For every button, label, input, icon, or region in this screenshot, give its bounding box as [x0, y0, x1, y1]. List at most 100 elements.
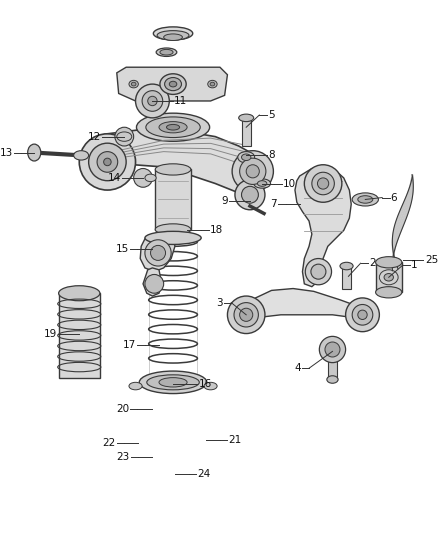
Circle shape: [142, 91, 163, 111]
Ellipse shape: [166, 124, 180, 130]
Ellipse shape: [129, 382, 142, 390]
Circle shape: [346, 298, 379, 332]
Text: 1: 1: [411, 260, 418, 270]
Text: 2: 2: [369, 258, 376, 268]
Text: 14: 14: [108, 173, 121, 183]
Ellipse shape: [239, 114, 254, 122]
Text: 12: 12: [88, 132, 101, 142]
Circle shape: [305, 259, 332, 285]
Ellipse shape: [376, 257, 402, 268]
Text: 15: 15: [116, 244, 129, 254]
Ellipse shape: [137, 113, 210, 141]
Ellipse shape: [340, 262, 353, 270]
Ellipse shape: [352, 193, 378, 206]
Ellipse shape: [165, 77, 181, 91]
Bar: [241, 120, 251, 146]
Text: 24: 24: [198, 469, 211, 479]
Circle shape: [304, 165, 342, 202]
Circle shape: [352, 304, 373, 325]
Polygon shape: [59, 293, 100, 378]
Circle shape: [246, 165, 259, 178]
Ellipse shape: [160, 50, 173, 55]
Circle shape: [135, 84, 170, 118]
Ellipse shape: [376, 287, 402, 298]
Ellipse shape: [146, 117, 200, 138]
Ellipse shape: [155, 164, 191, 175]
Text: 13: 13: [0, 148, 13, 158]
Ellipse shape: [129, 80, 138, 88]
Polygon shape: [143, 268, 162, 296]
Text: 9: 9: [222, 196, 228, 206]
Ellipse shape: [159, 122, 187, 133]
Circle shape: [325, 342, 340, 357]
Ellipse shape: [74, 151, 88, 160]
Circle shape: [240, 158, 266, 184]
Circle shape: [234, 303, 258, 327]
Ellipse shape: [258, 181, 267, 187]
Polygon shape: [246, 288, 365, 321]
Ellipse shape: [170, 81, 177, 87]
Text: 8: 8: [268, 150, 274, 160]
Circle shape: [145, 240, 171, 266]
Text: 21: 21: [228, 435, 242, 446]
Polygon shape: [140, 232, 175, 272]
Circle shape: [358, 310, 367, 319]
Ellipse shape: [241, 154, 251, 160]
Text: 4: 4: [294, 364, 300, 373]
Ellipse shape: [59, 286, 100, 301]
Ellipse shape: [164, 34, 182, 41]
Ellipse shape: [131, 82, 136, 86]
Circle shape: [232, 151, 273, 192]
Text: 16: 16: [198, 379, 212, 389]
Ellipse shape: [157, 30, 189, 40]
Text: 11: 11: [174, 96, 187, 106]
Circle shape: [79, 134, 135, 190]
Ellipse shape: [160, 74, 186, 94]
Text: 5: 5: [268, 110, 274, 120]
Ellipse shape: [384, 273, 393, 281]
Ellipse shape: [139, 371, 207, 393]
Circle shape: [311, 264, 326, 279]
Ellipse shape: [147, 375, 199, 390]
Circle shape: [235, 180, 265, 210]
Text: 17: 17: [123, 340, 137, 350]
Text: 22: 22: [102, 438, 116, 448]
Text: 23: 23: [117, 453, 130, 462]
Ellipse shape: [155, 224, 191, 235]
Circle shape: [312, 172, 334, 195]
Circle shape: [319, 336, 346, 362]
Ellipse shape: [204, 382, 217, 390]
Ellipse shape: [254, 179, 271, 188]
Ellipse shape: [145, 231, 201, 245]
Text: 19: 19: [43, 328, 57, 338]
Text: 6: 6: [391, 192, 397, 203]
Text: 25: 25: [425, 255, 438, 265]
Text: 18: 18: [210, 225, 223, 236]
Text: 7: 7: [271, 199, 277, 209]
Circle shape: [115, 127, 134, 146]
Circle shape: [227, 296, 265, 334]
Circle shape: [148, 96, 157, 106]
Ellipse shape: [28, 144, 41, 161]
Bar: [328, 361, 337, 379]
Ellipse shape: [145, 174, 156, 182]
Ellipse shape: [208, 80, 217, 88]
Ellipse shape: [159, 378, 187, 387]
Circle shape: [318, 178, 329, 189]
Circle shape: [88, 143, 126, 181]
Bar: [155, 169, 191, 230]
Bar: [376, 262, 402, 292]
Circle shape: [97, 151, 118, 172]
Circle shape: [104, 158, 111, 166]
Ellipse shape: [153, 27, 193, 40]
Bar: [166, 136, 180, 183]
Circle shape: [240, 308, 253, 321]
Text: 10: 10: [283, 179, 296, 189]
Polygon shape: [295, 167, 351, 287]
Ellipse shape: [238, 151, 254, 163]
Circle shape: [134, 168, 152, 187]
Circle shape: [145, 274, 164, 293]
Ellipse shape: [210, 82, 215, 86]
Ellipse shape: [156, 48, 177, 56]
Bar: [342, 268, 351, 288]
